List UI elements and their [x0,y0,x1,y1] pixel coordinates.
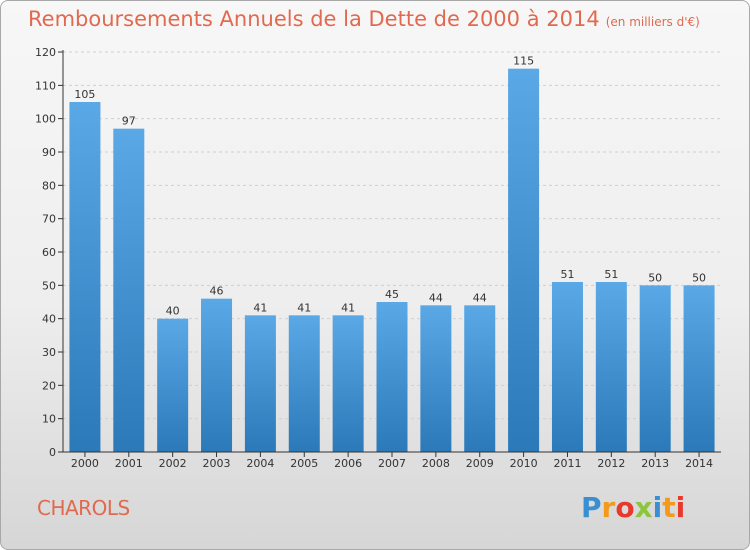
y-tick-label: 110 [35,79,56,92]
bar [595,282,627,452]
y-tick-label: 90 [42,146,56,159]
x-tick-label: 2001 [115,457,143,470]
bar [288,315,320,452]
data-label: 41 [341,301,355,314]
x-tick-label: 2009 [466,457,494,470]
data-label: 40 [166,305,180,318]
bar [113,128,145,452]
data-label: 41 [253,301,267,314]
proxiti-logo: Proxiti [581,491,685,524]
x-tick-label: 2007 [378,457,406,470]
x-tick-label: 2014 [685,457,713,470]
x-tick-label: 2006 [334,457,362,470]
data-label: 51 [560,268,574,281]
axes: 0 10 20 30 40 50 60 70 80 90 100 110 120 2000 2001 2002… [35,46,721,470]
place-name: CHAROLS [37,496,130,520]
data-label: 46 [210,285,224,298]
data-label: 44 [429,291,443,304]
logo-letter: r [601,491,616,524]
unit-label: (en milliers d'€) [605,15,700,29]
y-tick-label: 0 [49,446,56,459]
bars: 105 97 40 46 41 41 41 45 44 44 115 51 51 50 50 [69,55,715,453]
data-label: 115 [513,55,534,68]
y-tick-label: 40 [42,313,56,326]
x-tick-label: 2012 [597,457,625,470]
logo-letter: i [675,491,686,524]
x-tick-label: 2002 [159,457,187,470]
x-tick-label: 2011 [553,457,581,470]
chart-title: Remboursements Annuels de la Dette de 20… [28,7,700,31]
logo-letter: o [615,491,635,524]
chart-title-text: Remboursements Annuels de la Dette de 20… [28,7,600,31]
data-label: 50 [692,271,706,284]
y-tick-label: 20 [42,379,56,392]
x-tick-label: 2008 [422,457,450,470]
bar [376,302,408,452]
bar [639,285,671,452]
y-tick-label: 10 [42,413,56,426]
bar [157,318,189,452]
x-tick-label: 2010 [510,457,538,470]
y-tick-label: 70 [42,213,56,226]
y-tick-label: 80 [42,179,56,192]
x-tick-label: 2013 [641,457,669,470]
logo-letter: i [652,491,663,524]
y-tick-label: 60 [42,246,56,259]
x-tick-label: 2004 [246,457,274,470]
y-tick-label: 120 [35,46,56,59]
x-tick-label: 2005 [290,457,318,470]
bar [332,315,364,452]
y-tick-label: 100 [35,113,56,126]
bar [244,315,276,452]
bar [683,285,715,452]
bar [551,282,583,452]
bar [508,68,540,453]
x-tick-label: 2003 [203,457,231,470]
y-tick-label: 50 [42,279,56,292]
data-label: 105 [74,88,95,101]
logo-letter: x [634,491,653,524]
y-tick-label: 30 [42,346,56,359]
data-label: 97 [122,115,136,128]
bar [464,305,496,452]
bar [420,305,452,452]
data-label: 50 [648,271,662,284]
data-label: 51 [604,268,618,281]
data-label: 41 [297,301,311,314]
logo-letter: t [662,491,676,524]
data-label: 45 [385,288,399,301]
logo-letter: P [581,491,602,524]
bar [69,102,101,452]
bar [201,298,233,452]
x-tick-label: 2000 [71,457,99,470]
data-label: 44 [473,291,487,304]
